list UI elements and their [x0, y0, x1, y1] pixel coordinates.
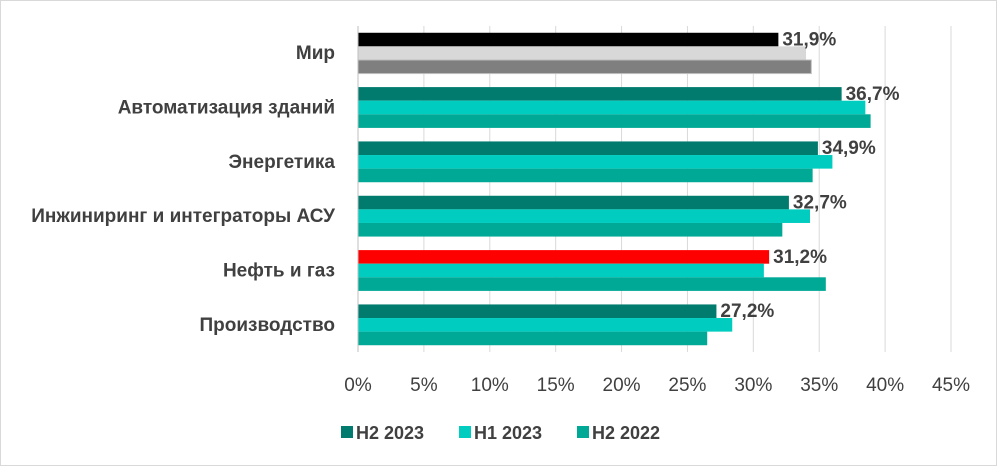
legend-label-3: H2 2022: [592, 423, 660, 443]
data-label-6: 27,2%: [720, 301, 774, 322]
x-tick-label-5: 5%: [410, 375, 438, 396]
legend-label-2: H1 2023: [474, 423, 542, 443]
bar-3-series-1: [358, 141, 818, 156]
x-tick-label-35: 35%: [800, 375, 838, 396]
category-label-2: Автоматизация зданий: [118, 98, 335, 119]
category-label-5: Нефть и газ: [223, 261, 335, 282]
bar-5-series-2: [358, 263, 764, 278]
x-tick-label-30: 30%: [734, 375, 772, 396]
bar-6-series-1: [358, 304, 717, 319]
category-label-6: Производство: [200, 315, 336, 336]
category-label-4: Инжиниринг и интеграторы АСУ: [31, 206, 335, 227]
x-tick-label-45: 45%: [932, 375, 970, 396]
bar-4-series-2: [358, 209, 810, 223]
legend-swatch-3: [577, 426, 589, 438]
bar-2-series-1: [358, 87, 842, 101]
x-tick-label-20: 20%: [603, 375, 641, 396]
legend: H2 2023 H1 2023 H2 2022: [341, 423, 660, 443]
bar-5-series-3: [358, 277, 826, 291]
data-label-3: 34,9%: [822, 138, 876, 159]
bar-2-series-2: [358, 100, 866, 115]
bars: [357, 32, 871, 346]
bar-4-series-1: [358, 195, 789, 210]
category-label-3: Энергетика: [229, 152, 336, 173]
x-tick-label-40: 40%: [866, 375, 904, 396]
bar-3-series-3: [358, 168, 813, 183]
bar-1-series-3: [357, 59, 812, 75]
x-tick-label-10: 10%: [471, 375, 509, 396]
x-tick-label-0: 0%: [344, 375, 372, 396]
bar-5-series-1: [358, 250, 770, 264]
bar-1-series-1: [358, 32, 779, 47]
data-label-1: 31,9%: [782, 30, 836, 51]
bar-4-series-3: [358, 222, 783, 237]
x-tick-label-15: 15%: [537, 375, 575, 396]
data-label-5: 31,2%: [773, 247, 827, 268]
data-label-4: 32,7%: [793, 193, 847, 214]
bar-3-series-2: [358, 155, 833, 169]
data-label-2: 36,7%: [846, 84, 900, 105]
labels: 0% 5% 10% 15% 20% 25% 30% 35% 40% 45% Мир 31,9% Авто…: [31, 30, 970, 396]
legend-swatch-1: [341, 426, 353, 438]
category-label-1: Мир: [296, 43, 335, 64]
bar-6-series-3: [358, 331, 708, 346]
legend-label-1: H2 2023: [356, 423, 424, 443]
bar-6-series-2: [358, 318, 733, 332]
x-tick-label-25: 25%: [668, 375, 706, 396]
gridlines: [423, 26, 952, 352]
legend-swatch-2: [459, 426, 471, 438]
bar-1-series-2: [358, 46, 807, 60]
bar-2-series-3: [358, 114, 871, 128]
